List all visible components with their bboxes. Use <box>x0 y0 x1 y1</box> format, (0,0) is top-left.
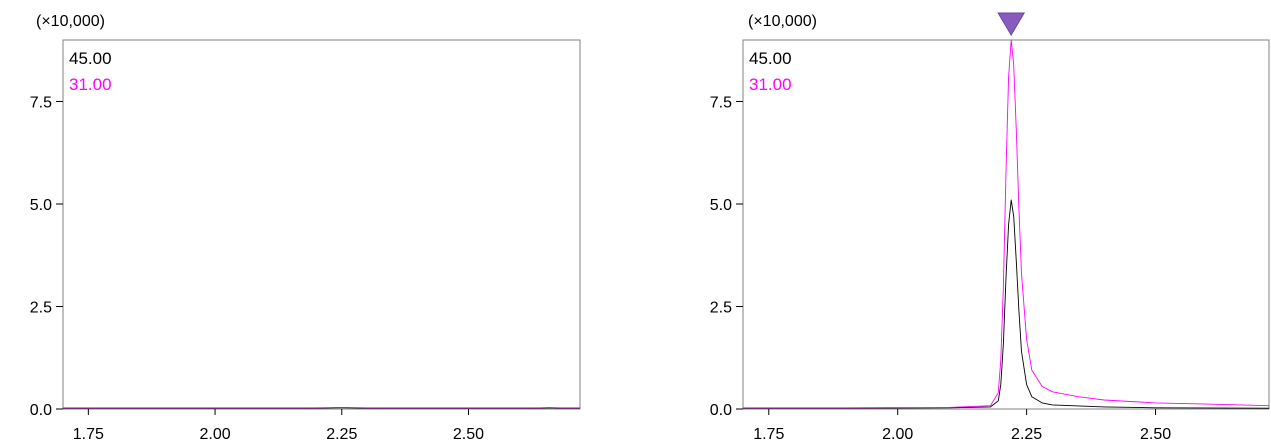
legend-entry: 45.00 <box>749 49 792 68</box>
x-tick-label: 2.25 <box>326 426 357 443</box>
legend-entry: 31.00 <box>749 75 792 94</box>
chromatogram-panel-right: (×10,000) 0.0 2.5 5.0 7.5 1.75 2.00 2.25 2.50 45.… <box>710 12 1270 443</box>
y-tick-label: 2.5 <box>710 300 732 317</box>
x-tick-label: 2.00 <box>882 426 913 443</box>
series-line-31-00 <box>743 39 1270 409</box>
x-tick-label: 2.50 <box>453 426 484 443</box>
x-tick-label: 1.75 <box>73 426 104 443</box>
y-tick-label: 7.5 <box>710 95 732 112</box>
legend-entry: 45.00 <box>69 49 112 68</box>
y-scale-label: (×10,000) <box>748 13 817 30</box>
legend-entry: 31.00 <box>69 75 112 94</box>
x-tick-label: 1.75 <box>753 426 784 443</box>
x-tick-label: 2.50 <box>1140 426 1171 443</box>
y-tick-label: 5.0 <box>30 197 52 214</box>
plot-frame <box>742 39 1270 410</box>
plot-frame <box>62 39 581 410</box>
series-line-45-00 <box>743 199 1270 409</box>
y-scale-label: (×10,000) <box>36 13 105 30</box>
chromatogram-panel-left: (×10,000) 0.0 2.5 5.0 7.5 1.75 2.00 2.25 2.50 45.… <box>30 13 581 443</box>
peak-marker-icon <box>997 12 1026 36</box>
x-tick-label: 2.25 <box>1011 426 1042 443</box>
y-tick-label: 5.0 <box>710 197 732 214</box>
y-tick-label: 0.0 <box>30 402 52 419</box>
y-tick-label: 0.0 <box>710 402 732 419</box>
y-tick-label: 7.5 <box>30 95 52 112</box>
y-tick-label: 2.5 <box>30 300 52 317</box>
x-tick-label: 2.00 <box>199 426 230 443</box>
